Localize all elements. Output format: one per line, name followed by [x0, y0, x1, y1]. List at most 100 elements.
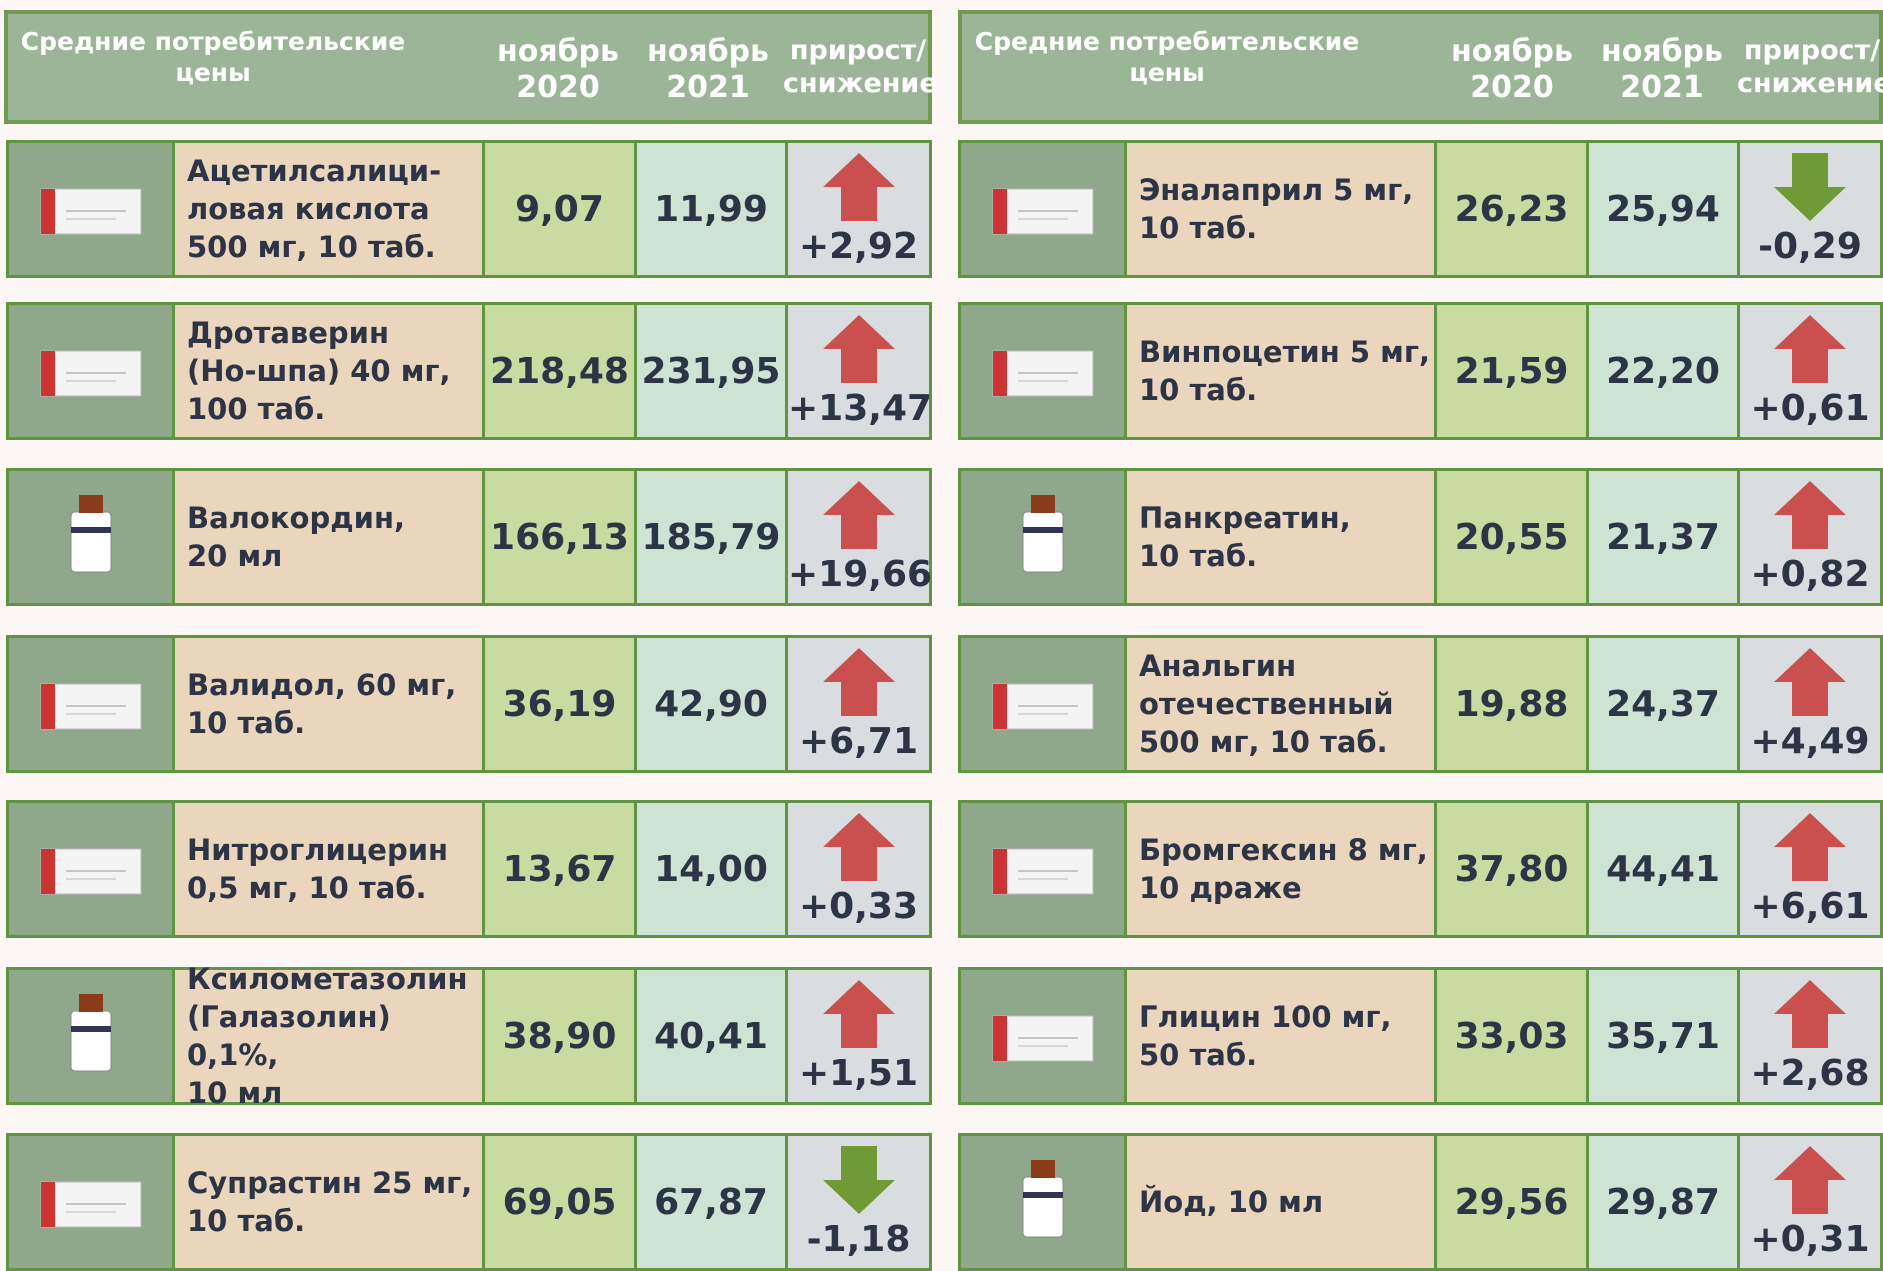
change-value: +1,51	[788, 1053, 929, 1094]
arrow-up	[1772, 644, 1848, 724]
change-cell: +13,47	[785, 302, 932, 440]
change-value: +19,66	[788, 554, 929, 595]
change-cell: +0,82	[1737, 468, 1883, 606]
arrow-up	[1772, 311, 1848, 391]
icon-cell	[6, 967, 175, 1105]
arrow-up	[821, 976, 897, 1056]
drug-icon	[978, 654, 1108, 754]
drug-icon	[26, 986, 156, 1086]
drug-icon	[26, 159, 156, 259]
drug-icon	[26, 819, 156, 919]
price-2020: 38,90	[482, 967, 637, 1105]
price-2021: 185,79	[634, 468, 788, 606]
arrow-up	[821, 311, 897, 391]
arrow-up	[1772, 477, 1848, 557]
change-cell: -1,18	[785, 1133, 932, 1271]
drug-name: Винпоцетин 5 мг, 10 таб.	[1124, 302, 1437, 440]
drug-name: Глицин 100 мг, 50 таб.	[1124, 967, 1437, 1105]
drug-name: Панкреатин, 10 таб.	[1124, 468, 1437, 606]
price-2021: 21,37	[1586, 468, 1740, 606]
price-2021: 14,00	[634, 800, 788, 938]
price-2020: 37,80	[1434, 800, 1589, 938]
icon-cell	[958, 302, 1127, 440]
drug-name: Йод, 10 мл	[1124, 1133, 1437, 1271]
header-column: прирост/ снижение	[783, 34, 933, 100]
change-value: -0,29	[1740, 226, 1880, 267]
price-2021: 67,87	[634, 1133, 788, 1271]
change-value: +0,31	[1740, 1219, 1880, 1260]
change-cell: +0,61	[1737, 302, 1883, 440]
icon-cell	[958, 800, 1127, 938]
change-value: +0,82	[1740, 554, 1880, 595]
drug-icon	[26, 487, 156, 587]
price-2020: 29,56	[1434, 1133, 1589, 1271]
change-value: +13,47	[788, 388, 929, 429]
price-2020: 33,03	[1434, 967, 1589, 1105]
price-2021: 42,90	[634, 635, 788, 773]
header-column: ноябрь 2020	[1432, 34, 1592, 106]
change-cell: +2,68	[1737, 967, 1883, 1105]
drug-name: Анальгин отечественный 500 мг, 10 таб.	[1124, 635, 1437, 773]
drug-name: Дротаверин (Но-шпа) 40 мг, 100 таб.	[172, 302, 485, 440]
arrow-down	[1772, 149, 1848, 229]
drug-name: Валокордин, 20 мл	[172, 468, 485, 606]
drug-icon	[978, 986, 1108, 1086]
price-2020: 69,05	[482, 1133, 637, 1271]
header-column: ноябрь 2021	[628, 34, 788, 106]
icon-cell	[958, 967, 1127, 1105]
price-2020: 20,55	[1434, 468, 1589, 606]
price-2021: 24,37	[1586, 635, 1740, 773]
change-cell: +0,33	[785, 800, 932, 938]
arrow-up	[1772, 976, 1848, 1056]
change-cell: -0,29	[1737, 140, 1883, 278]
drug-name: Бромгексин 8 мг, 10 драже	[1124, 800, 1437, 938]
arrow-up	[821, 477, 897, 557]
change-value: +2,92	[788, 226, 929, 267]
icon-cell	[958, 635, 1127, 773]
change-cell: +19,66	[785, 468, 932, 606]
icon-cell	[6, 302, 175, 440]
icon-cell	[6, 800, 175, 938]
drug-name: Ацетилсалици- ловая кислота 500 мг, 10 т…	[172, 140, 485, 278]
drug-icon	[26, 321, 156, 421]
arrow-down	[821, 1142, 897, 1222]
price-2021: 40,41	[634, 967, 788, 1105]
price-2020: 13,67	[482, 800, 637, 938]
price-2021: 35,71	[1586, 967, 1740, 1105]
icon-cell	[6, 468, 175, 606]
header-column: ноябрь 2020	[478, 34, 638, 106]
drug-icon	[978, 321, 1108, 421]
icon-cell	[958, 1133, 1127, 1271]
drug-name: Эналаприл 5 мг, 10 таб.	[1124, 140, 1437, 278]
arrow-up	[1772, 809, 1848, 889]
price-2021: 44,41	[1586, 800, 1740, 938]
price-2020: 19,88	[1434, 635, 1589, 773]
header-column: ноябрь 2021	[1582, 34, 1742, 106]
arrow-up	[821, 644, 897, 724]
arrow-up	[821, 809, 897, 889]
drug-icon	[978, 159, 1108, 259]
price-2020: 9,07	[482, 140, 637, 278]
drug-name: Супрастин 25 мг, 10 таб.	[172, 1133, 485, 1271]
price-2020: 166,13	[482, 468, 637, 606]
page: Средние потребительские ценыноябрь 2020н…	[0, 0, 1883, 1267]
price-2020: 218,48	[482, 302, 637, 440]
drug-icon	[978, 1152, 1108, 1252]
price-2021: 11,99	[634, 140, 788, 278]
change-cell: +0,31	[1737, 1133, 1883, 1271]
price-2020: 26,23	[1434, 140, 1589, 278]
icon-cell	[958, 140, 1127, 278]
price-2021: 231,95	[634, 302, 788, 440]
change-value: +4,49	[1740, 721, 1880, 762]
change-cell: +2,92	[785, 140, 932, 278]
drug-icon	[978, 819, 1108, 919]
drug-icon	[978, 487, 1108, 587]
change-cell: +4,49	[1737, 635, 1883, 773]
drug-name: Валидол, 60 мг, 10 таб.	[172, 635, 485, 773]
change-cell: +6,71	[785, 635, 932, 773]
arrow-up	[1772, 1142, 1848, 1222]
icon-cell	[6, 1133, 175, 1271]
price-2020: 21,59	[1434, 302, 1589, 440]
